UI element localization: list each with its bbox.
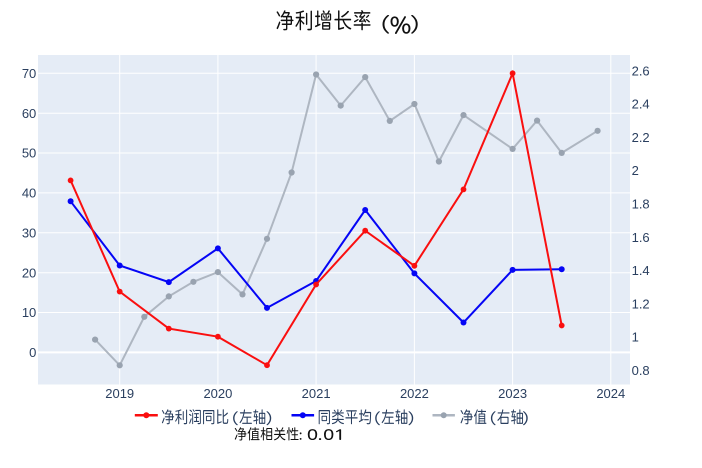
svg-text:60: 60 bbox=[22, 106, 36, 121]
svg-text:1.4: 1.4 bbox=[632, 263, 650, 278]
svg-text:2.4: 2.4 bbox=[632, 97, 650, 112]
svg-text:1.8: 1.8 bbox=[632, 197, 650, 212]
svg-text:40: 40 bbox=[22, 186, 36, 201]
svg-text:2021: 2021 bbox=[302, 386, 331, 401]
svg-text:2: 2 bbox=[632, 163, 639, 178]
svg-text:20: 20 bbox=[22, 265, 36, 280]
svg-text:50: 50 bbox=[22, 146, 36, 161]
svg-text:1.2: 1.2 bbox=[632, 296, 650, 311]
svg-text:70: 70 bbox=[22, 66, 36, 81]
svg-text:1: 1 bbox=[632, 330, 639, 345]
svg-text:1.6: 1.6 bbox=[632, 230, 650, 245]
svg-text:2.2: 2.2 bbox=[632, 130, 650, 145]
svg-text:2023: 2023 bbox=[498, 386, 527, 401]
svg-text:30: 30 bbox=[22, 225, 36, 240]
svg-text:0.8: 0.8 bbox=[632, 363, 650, 378]
svg-text:2020: 2020 bbox=[203, 386, 232, 401]
svg-text:2024: 2024 bbox=[596, 386, 625, 401]
svg-text:10: 10 bbox=[22, 305, 36, 320]
svg-text:0: 0 bbox=[29, 345, 36, 360]
svg-text:2022: 2022 bbox=[400, 386, 429, 401]
svg-text:2019: 2019 bbox=[105, 386, 134, 401]
svg-text:2.6: 2.6 bbox=[632, 63, 650, 78]
